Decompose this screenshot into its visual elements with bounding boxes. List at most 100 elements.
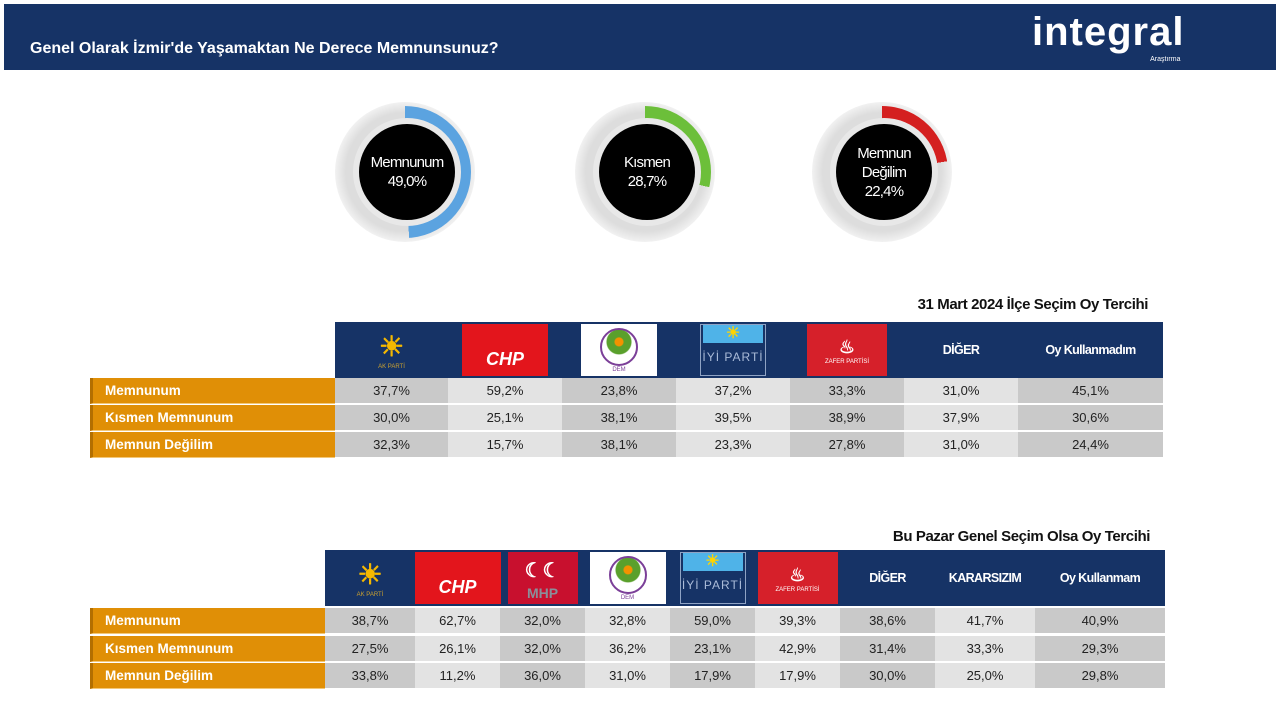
zafer-logo-icon: ♨ ZAFER PARTİSİ (757, 552, 838, 604)
table-cell: 27,8% (790, 432, 904, 458)
dem-logo-icon: DEM (589, 552, 666, 604)
iyi-logo-icon: ☀ İYİ PARTİ (700, 324, 766, 376)
iyi-sun-icon: ☀ (682, 553, 743, 571)
table-cell: 37,2% (676, 378, 790, 404)
table-cell: 33,8% (325, 663, 415, 689)
column-header: Oy Kullanmam (1059, 571, 1141, 585)
chp-logo-icon: CHP (462, 324, 548, 376)
donut-2: Memnun Değilim 22,4% (812, 102, 952, 242)
integral-logo: integral Araştırma (1032, 10, 1185, 63)
zafer-logo-caption: ZAFER PARTİSİ (775, 587, 820, 593)
donut-label: Memnun (857, 144, 911, 162)
dem-logo-caption: DEM (620, 594, 635, 601)
donut-center: Memnunum 49,0% (359, 124, 455, 220)
table-cell: 33,3% (935, 636, 1035, 662)
mhp-logo-caption: MHP (526, 585, 559, 601)
zafer-flame-icon: ♨ (789, 565, 806, 585)
table-cell: 36,2% (585, 636, 670, 662)
table-cell: 31,4% (840, 636, 935, 662)
table-cell: 38,7% (325, 608, 415, 634)
donut-center: Memnun Değilim 22,4% (836, 124, 932, 220)
column-header: DİĞER (942, 343, 980, 357)
chp-logo-caption: CHP (485, 349, 524, 369)
table-cell: 25,1% (448, 405, 562, 431)
dem-logo-caption: DEM (612, 366, 626, 373)
chp-logo-icon: CHP (414, 552, 501, 604)
akp-logo-icon: ☀ AK PARTİ (360, 326, 424, 374)
table-cell: 42,9% (755, 636, 840, 662)
zafer-logo-caption: ZAFER PARTİSİ (824, 359, 870, 365)
table-title: Bu Pazar Genel Seçim Olsa Oy Tercihi (892, 528, 1151, 545)
table-cell: 41,7% (935, 608, 1035, 634)
table-cell: 29,3% (1035, 636, 1165, 662)
table-cell: 30,0% (335, 405, 448, 431)
donut-0: Memnunum 49,0% (335, 102, 475, 242)
table-cell: 31,0% (585, 663, 670, 689)
donut-label: Değilim (861, 163, 907, 181)
row-label: Kısmen Memnunum (90, 636, 325, 662)
table-cell: 36,0% (500, 663, 585, 689)
mhp-crescents-icon: ☾☾ (524, 560, 561, 582)
dem-logo-icon: DEM (581, 324, 657, 376)
table-cell: 38,1% (562, 405, 676, 431)
table-cell: 26,1% (415, 636, 500, 662)
donut-value: 22,4% (864, 182, 904, 200)
donut-value: 28,7% (627, 173, 667, 190)
iyi-logo-caption: İYİ PARTİ (681, 578, 744, 592)
table-cell: 32,3% (335, 432, 448, 458)
chp-logo-caption: CHP (438, 577, 477, 597)
table-cell: 38,6% (840, 608, 935, 634)
dem-circle-icon (600, 327, 638, 366)
header-bar: Genel Olarak İzmir'de Yaşamaktan Ne Dere… (4, 4, 1276, 70)
table-cell: 32,0% (500, 636, 585, 662)
table-cell: 29,8% (1035, 663, 1165, 689)
row-label: Kısmen Memnunum (90, 405, 335, 431)
column-header: DİĞER (869, 571, 906, 585)
donut-center: Kısmen 28,7% (599, 124, 695, 220)
logo-text: integral (1032, 10, 1185, 54)
column-header: KARARSIZIM (948, 571, 1022, 585)
row-label: Memnun Değilim (90, 432, 335, 458)
table-cell: 45,1% (1018, 378, 1163, 404)
zafer-flame-icon: ♨ (838, 337, 856, 357)
donut-label: Kısmen (623, 154, 671, 171)
akp-logo-caption: AK PARTİ (356, 592, 384, 598)
table-cell: 17,9% (670, 663, 755, 689)
iyi-logo-caption: İYİ PARTİ (702, 350, 764, 364)
donut-value: 49,0% (387, 173, 427, 190)
akp-bulb-icon: ☀ (357, 559, 383, 590)
table-cell: 59,0% (670, 608, 755, 634)
table-cell: 62,7% (415, 608, 500, 634)
table-cell: 15,7% (448, 432, 562, 458)
table-cell: 17,9% (755, 663, 840, 689)
donut-label: Memnunum (370, 154, 445, 171)
table-cell: 23,1% (670, 636, 755, 662)
mhp-logo-icon: ☾☾ MHP (507, 552, 578, 604)
table-cell: 25,0% (935, 663, 1035, 689)
zafer-logo-icon: ♨ ZAFER PARTİSİ (807, 324, 887, 376)
page-title: Genel Olarak İzmir'de Yaşamaktan Ne Dere… (30, 40, 499, 57)
dem-circle-icon (608, 555, 647, 594)
table-cell: 32,0% (500, 608, 585, 634)
table-cell: 39,5% (676, 405, 790, 431)
table-cell: 37,7% (335, 378, 448, 404)
iyi-sun-icon: ☀ (703, 325, 763, 343)
table-cell: 32,8% (585, 608, 670, 634)
table-cell: 23,3% (676, 432, 790, 458)
table-cell: 24,4% (1018, 432, 1163, 458)
row-label: Memnunum (90, 608, 325, 634)
table-cell: 31,0% (904, 432, 1018, 458)
table-cell: 59,2% (448, 378, 562, 404)
table-cell: 11,2% (415, 663, 500, 689)
table-cell: 23,8% (562, 378, 676, 404)
table-cell: 38,1% (562, 432, 676, 458)
donut-1: Kısmen 28,7% (575, 102, 715, 242)
akp-logo-icon: ☀ AK PARTİ (338, 554, 402, 602)
table-cell: 37,9% (904, 405, 1018, 431)
table-cell: 31,0% (904, 378, 1018, 404)
iyi-logo-icon: ☀ İYİ PARTİ (679, 552, 746, 604)
row-label: Memnunum (90, 378, 335, 404)
column-header: Oy Kullanmadım (1045, 343, 1136, 357)
table-cell: 40,9% (1035, 608, 1165, 634)
table-title: 31 Mart 2024 İlçe Seçim Oy Tercihi (917, 296, 1149, 313)
